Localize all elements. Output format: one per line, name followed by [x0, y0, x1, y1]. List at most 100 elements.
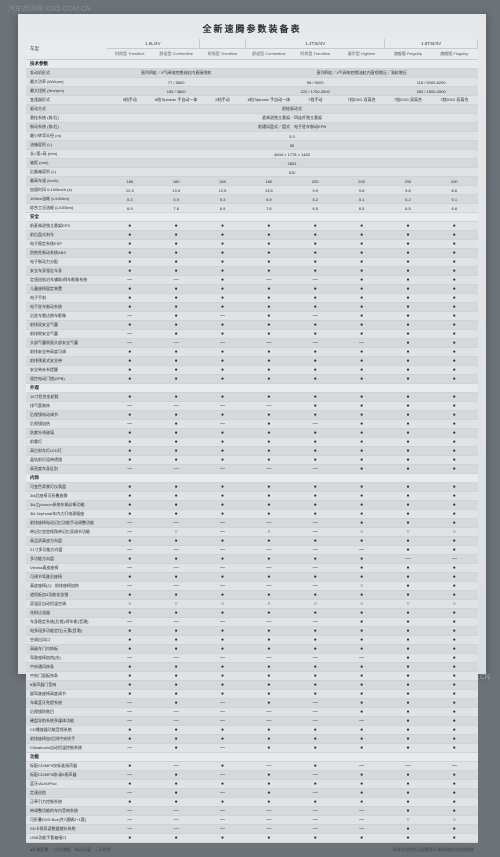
feature-cell: ● [153, 609, 199, 618]
feature-cell: ● [385, 591, 431, 600]
spec-cell: 200 [292, 177, 338, 186]
feature-cell: — [292, 699, 338, 708]
feature-cell: — [246, 807, 292, 816]
feature-cell: — [199, 528, 245, 537]
feature-cell: ● [385, 267, 431, 276]
feature-cell: ● [431, 573, 477, 582]
feature-cell: ● [385, 654, 431, 663]
trim-header: 豪华型 Highline [338, 49, 384, 60]
spec-cell: 6.5 [338, 204, 384, 213]
feature-cell: — [153, 825, 199, 834]
feature-cell: — [107, 717, 153, 726]
feature-cell: ● [153, 735, 199, 744]
feature-cell: ● [107, 735, 153, 744]
feature-cell: ● [246, 771, 292, 780]
feature-row-label: 后驻车雷达倒车影像 [26, 312, 107, 321]
spec-row-label: 加速时间 0-100km/h (s) [26, 186, 107, 195]
feature-cell: ● [246, 492, 292, 501]
spec-row-label: 驱动方式 [26, 105, 107, 114]
feature-cell: ● [338, 375, 384, 384]
feature-cell: ● [385, 825, 431, 834]
feature-cell: — [246, 825, 292, 834]
engine-group-header: 1.6L/4V [107, 39, 200, 49]
feature-cell: ● [385, 303, 431, 312]
feature-cell: ○ [338, 582, 384, 591]
feature-cell: — [153, 717, 199, 726]
feature-cell: ● [199, 375, 245, 384]
feature-row-label: 高亮度车身区别 [26, 465, 107, 474]
feature-cell: — [292, 582, 338, 591]
feature-cell: ● [199, 645, 245, 654]
feature-row-label: 前后盘式刹车 [26, 231, 107, 240]
feature-row-label: 安全带未系提醒 [26, 366, 107, 375]
feature-cell: ● [385, 717, 431, 726]
feature-row-label: 标配CD/MP3仅标准扬声器 [26, 762, 107, 771]
feature-cell: ● [385, 420, 431, 429]
feature-row-label: 真皮座椅(2)：前排座椅加热 [26, 582, 107, 591]
spec-cell: 155 / 3800 [107, 87, 246, 96]
feature-cell: — [107, 420, 153, 429]
feature-cell: ● [246, 735, 292, 744]
spec-row-label: 100km油耗 (L/100km) [26, 195, 107, 204]
feature-cell: ● [431, 402, 477, 411]
feature-cell: ● [431, 456, 477, 465]
feature-cell: ● [153, 744, 199, 753]
feature-cell: — [107, 546, 153, 555]
feature-row-label: 带记忆坐垫倾角带记忆双调节功能 [26, 528, 107, 537]
feature-cell: — [199, 546, 245, 555]
feature-row-label: 多功能方向盘 [26, 555, 107, 564]
feature-cell: ● [431, 501, 477, 510]
feature-cell: — [199, 654, 245, 663]
feature-cell: ● [431, 267, 477, 276]
feature-cell: ● [246, 627, 292, 636]
feature-cell: — [246, 276, 292, 285]
feature-cell: ● [153, 240, 199, 249]
feature-cell: ● [338, 294, 384, 303]
feature-cell: ● [385, 465, 431, 474]
section-header: 功能 [26, 753, 478, 762]
feature-cell: ● [292, 267, 338, 276]
feature-cell: ● [199, 573, 245, 582]
feature-cell: ● [385, 321, 431, 330]
feature-cell: ● [385, 402, 431, 411]
feature-cell: ● [199, 447, 245, 456]
feature-cell: ● [153, 645, 199, 654]
feature-cell: ● [199, 231, 245, 240]
feature-cell: ● [107, 834, 153, 843]
feature-cell: ● [385, 519, 431, 528]
feature-cell: ● [199, 609, 245, 618]
feature-cell: ● [107, 447, 153, 456]
spec-cell: 12.5 [199, 186, 245, 195]
feature-cell: — [338, 816, 384, 825]
feature-cell: ● [107, 681, 153, 690]
feature-cell: ● [385, 735, 431, 744]
spec-cell: 4644 × 1778 × 1482 [107, 150, 478, 159]
feature-cell: ● [338, 510, 384, 519]
feature-cell: ● [338, 537, 384, 546]
feature-cell: — [292, 420, 338, 429]
feature-cell: ● [385, 510, 431, 519]
feature-row-label: 电子驻车制动系统 [26, 303, 107, 312]
feature-cell: ● [199, 303, 245, 312]
feature-cell: ● [107, 321, 153, 330]
footnote-right: 具体车型颜色及配置情况,敬请咨询当地经销商 [393, 847, 474, 853]
feature-row-label: 中央通风饰条 [26, 663, 107, 672]
feature-cell: ● [385, 609, 431, 618]
feature-cell: — [246, 339, 292, 348]
feature-cell: ○ [107, 600, 153, 609]
feature-cell: — [107, 276, 153, 285]
feature-cell: — [292, 771, 338, 780]
feature-cell: ● [199, 366, 245, 375]
feature-row-label: 驾驶座椅加热(庆) [26, 654, 107, 663]
spec-cell: 直列四缸／4气阀电控燃油缸内直接喷射 [107, 69, 246, 78]
feature-cell: ● [153, 537, 199, 546]
feature-cell: ● [107, 537, 153, 546]
feature-cell: — [292, 519, 338, 528]
feature-row-label: 头部气囊侧面头部安全气囊 [26, 339, 107, 348]
feature-cell: ● [153, 834, 199, 843]
feature-cell: ● [107, 231, 153, 240]
feature-cell: — [153, 816, 199, 825]
spec-row-label: 轴距 (mm) [26, 159, 107, 168]
spec-cell: 前通风盘式／盘式 电子驻车制动EPB [107, 123, 478, 132]
feature-cell: ● [431, 681, 477, 690]
